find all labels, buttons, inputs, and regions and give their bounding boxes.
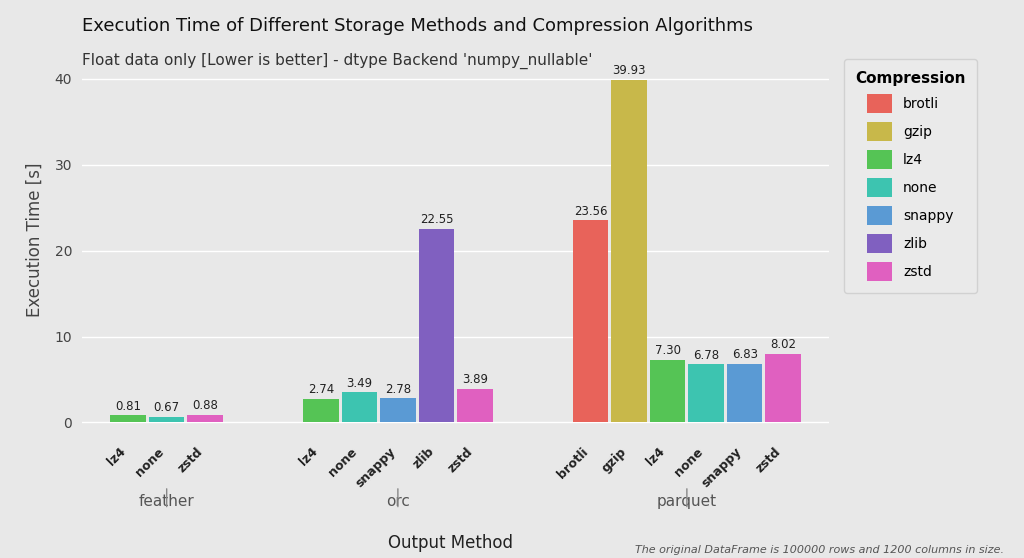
Text: feather: feather: [139, 494, 195, 508]
Text: 6.83: 6.83: [732, 348, 758, 361]
Bar: [572, 220, 608, 422]
Text: 2.74: 2.74: [307, 383, 334, 396]
Legend: brotli, gzip, lz4, none, snappy, zlib, zstd: brotli, gzip, lz4, none, snappy, zlib, z…: [844, 59, 977, 292]
Bar: [342, 392, 377, 422]
Bar: [303, 399, 339, 422]
Bar: [148, 417, 184, 422]
Text: 0.67: 0.67: [154, 401, 180, 414]
Text: 8.02: 8.02: [770, 338, 797, 351]
Text: Output Method: Output Method: [388, 535, 513, 552]
Text: 22.55: 22.55: [420, 213, 454, 226]
Bar: [650, 360, 685, 422]
Text: parquet: parquet: [656, 494, 717, 508]
Text: 23.56: 23.56: [573, 205, 607, 218]
Text: The original DataFrame is 100000 rows and 1200 columns in size.: The original DataFrame is 100000 rows an…: [635, 545, 1004, 555]
Bar: [458, 389, 493, 422]
Text: 2.78: 2.78: [385, 383, 411, 396]
Text: Execution Time of Different Storage Methods and Compression Algorithms: Execution Time of Different Storage Meth…: [82, 17, 753, 35]
Bar: [766, 354, 801, 422]
Text: 3.89: 3.89: [462, 373, 488, 386]
Bar: [727, 364, 763, 422]
Bar: [419, 229, 454, 422]
Text: orc: orc: [386, 494, 410, 508]
Bar: [187, 415, 223, 422]
Bar: [688, 364, 724, 422]
Text: 6.78: 6.78: [693, 349, 719, 362]
Bar: [111, 415, 145, 422]
Text: 7.30: 7.30: [654, 344, 681, 357]
Text: 0.88: 0.88: [193, 399, 218, 412]
Bar: [611, 80, 647, 422]
Y-axis label: Execution Time [s]: Execution Time [s]: [26, 163, 43, 317]
Text: 39.93: 39.93: [612, 64, 646, 77]
Bar: [380, 398, 416, 422]
Text: 0.81: 0.81: [115, 400, 141, 413]
Text: Float data only [Lower is better] - dtype Backend 'numpy_nullable': Float data only [Lower is better] - dtyp…: [82, 53, 593, 69]
Text: 3.49: 3.49: [346, 377, 373, 390]
